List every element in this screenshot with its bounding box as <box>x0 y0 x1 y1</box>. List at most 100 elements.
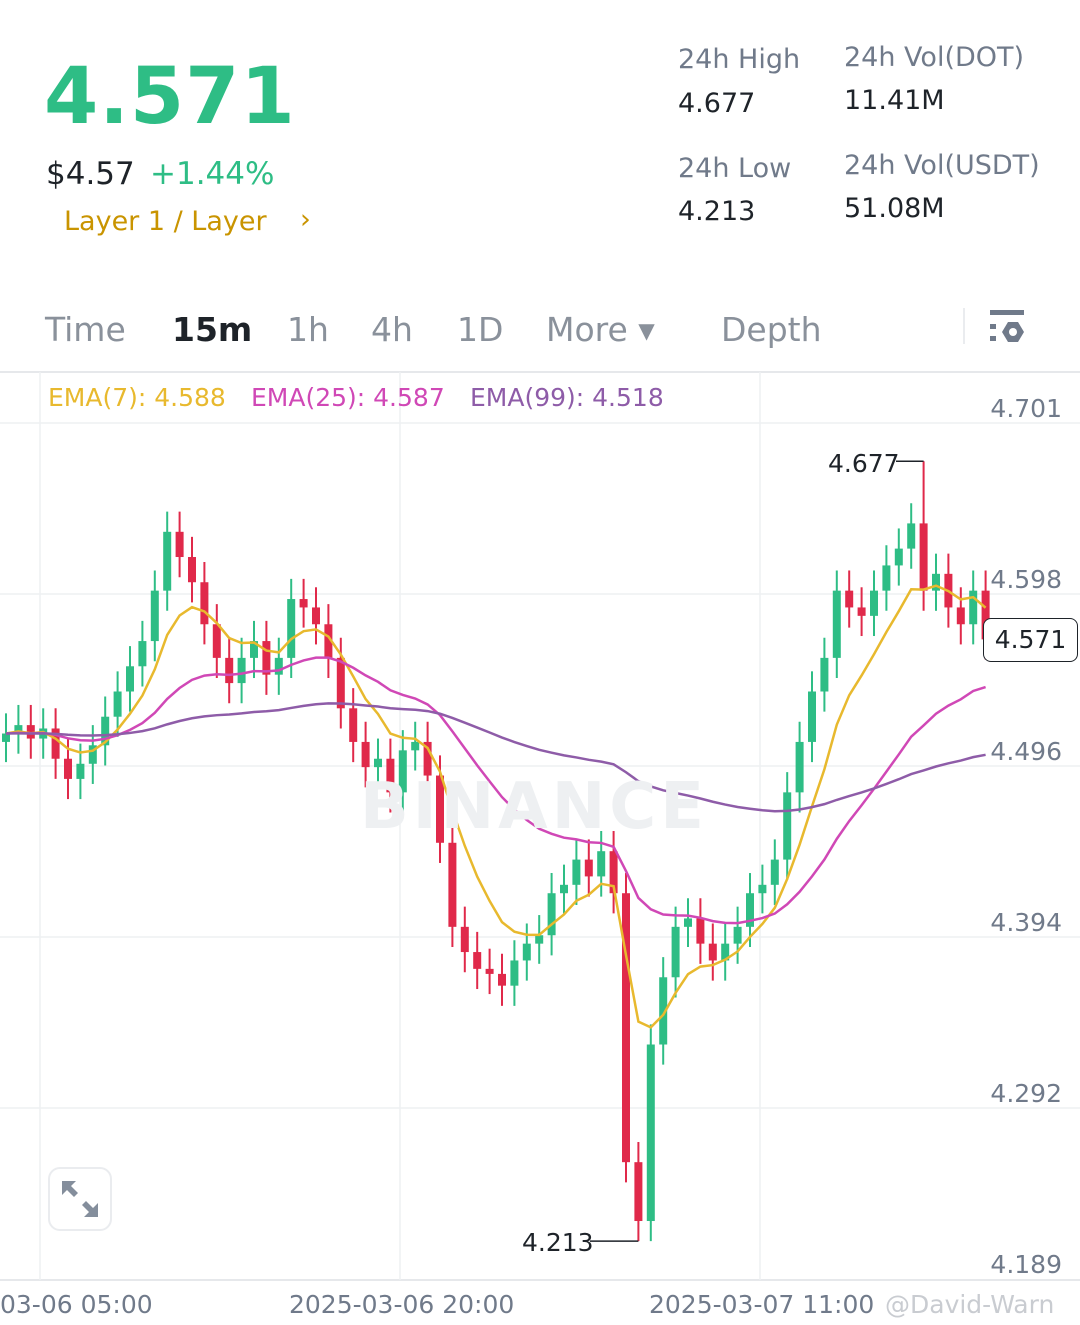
candle-body <box>622 893 630 1163</box>
candle-body <box>460 926 469 953</box>
vol-quote-value: 51.08M <box>844 193 945 224</box>
candle-body <box>386 758 395 793</box>
tab-15m[interactable]: 15m <box>172 310 253 349</box>
legend-ema99: EMA(99): 4.518 <box>470 383 664 412</box>
candle-body <box>795 741 804 793</box>
candle-body <box>845 590 854 608</box>
y-tick: 4.189 <box>990 1250 1062 1279</box>
candle-body <box>175 531 184 558</box>
x-tick: 03-06 05:00 <box>0 1290 153 1319</box>
y-tick: 4.394 <box>990 908 1062 937</box>
candle-body <box>907 523 916 549</box>
candle-body <box>572 859 581 885</box>
candle-body <box>981 590 990 640</box>
candle-body <box>324 624 333 658</box>
category-link[interactable]: Layer 1 / Layer <box>64 206 267 237</box>
candle-body <box>919 523 928 591</box>
candle-body <box>609 851 618 894</box>
candle-body <box>684 918 692 927</box>
x-tick: 2025-03-06 20:00 <box>289 1290 515 1319</box>
candle-body <box>150 590 159 642</box>
candle-body <box>126 666 134 692</box>
candle-body <box>634 1162 643 1222</box>
candle-body <box>870 590 878 616</box>
candle-body <box>88 745 97 764</box>
candle-body <box>299 599 308 608</box>
tab-4h[interactable]: 4h <box>371 310 413 349</box>
candle-body <box>510 960 519 986</box>
legend-ema25: EMA(25): 4.587 <box>251 383 445 412</box>
candle-body <box>312 607 320 625</box>
y-tick: 4.496 <box>990 737 1062 766</box>
candle-body <box>262 641 271 675</box>
candle-body <box>832 590 841 658</box>
candle-body <box>646 1044 655 1222</box>
tab-time[interactable]: Time <box>45 310 126 349</box>
candle-body <box>659 977 668 1045</box>
candle-body <box>225 657 234 684</box>
divider <box>963 308 965 344</box>
tab-more[interactable]: More ▾ <box>546 310 655 349</box>
candle-body <box>336 657 345 709</box>
candle-body <box>882 565 891 591</box>
tab-depth[interactable]: Depth <box>721 310 822 349</box>
candle-body <box>250 641 258 658</box>
usd-price: $4.57 <box>46 156 135 192</box>
candle-body <box>349 708 358 742</box>
low-label: 24h Low <box>678 153 792 184</box>
candle-body <box>584 859 593 877</box>
candle-body <box>423 741 432 776</box>
tab-1d[interactable]: 1D <box>457 310 504 349</box>
tab-1h[interactable]: 1h <box>287 310 329 349</box>
candle-body <box>398 750 407 793</box>
candle-body <box>163 531 172 591</box>
candle-body <box>76 763 85 779</box>
candle-body <box>560 884 568 894</box>
y-tick: 4.292 <box>990 1079 1062 1108</box>
ema99-line <box>5 702 986 813</box>
vol-base-value: 11.41M <box>844 85 945 116</box>
chart-settings-icon[interactable] <box>988 308 1028 348</box>
ema7-line <box>5 584 987 1029</box>
candle-body <box>857 607 866 616</box>
candle-body <box>411 741 420 751</box>
last-price: 4.571 <box>44 52 296 142</box>
candle-body <box>2 733 10 742</box>
candle-body <box>969 590 978 625</box>
candle-body <box>26 725 35 739</box>
candle-body <box>535 935 544 944</box>
candle-body <box>448 842 457 927</box>
candle-body <box>808 691 816 742</box>
candle-body <box>485 968 494 974</box>
candle-body <box>783 792 792 860</box>
candle-body <box>770 859 779 885</box>
candle-body <box>14 725 23 734</box>
candle-body <box>361 741 370 768</box>
watermark: BINANCE <box>360 770 708 844</box>
candle-body <box>758 884 767 894</box>
candle-body <box>237 657 246 684</box>
candle-body <box>956 607 965 625</box>
ema25-line <box>5 656 986 925</box>
candle-body <box>436 775 444 843</box>
current-price-label: 4.571 <box>983 618 1078 662</box>
candle-body <box>547 893 556 936</box>
min-price-annotation: 4.213 <box>522 1228 594 1257</box>
vol-base-label: 24h Vol(DOT) <box>844 42 1025 73</box>
high-label: 24h High <box>678 44 801 75</box>
expand-button[interactable] <box>48 1167 112 1231</box>
high-value: 4.677 <box>678 88 756 119</box>
candle-body <box>51 728 60 759</box>
candle-body <box>113 691 122 717</box>
candle-body <box>708 943 717 961</box>
candle-body <box>696 918 705 944</box>
candle-body <box>522 943 531 961</box>
candle-body <box>138 641 147 667</box>
legend-ema7: EMA(7): 4.588 <box>48 383 226 412</box>
candle-body <box>746 893 754 927</box>
low-value: 4.213 <box>678 196 756 227</box>
chevron-right-icon[interactable]: › <box>300 204 311 235</box>
candle-body <box>212 624 221 658</box>
candle-body <box>374 758 382 768</box>
